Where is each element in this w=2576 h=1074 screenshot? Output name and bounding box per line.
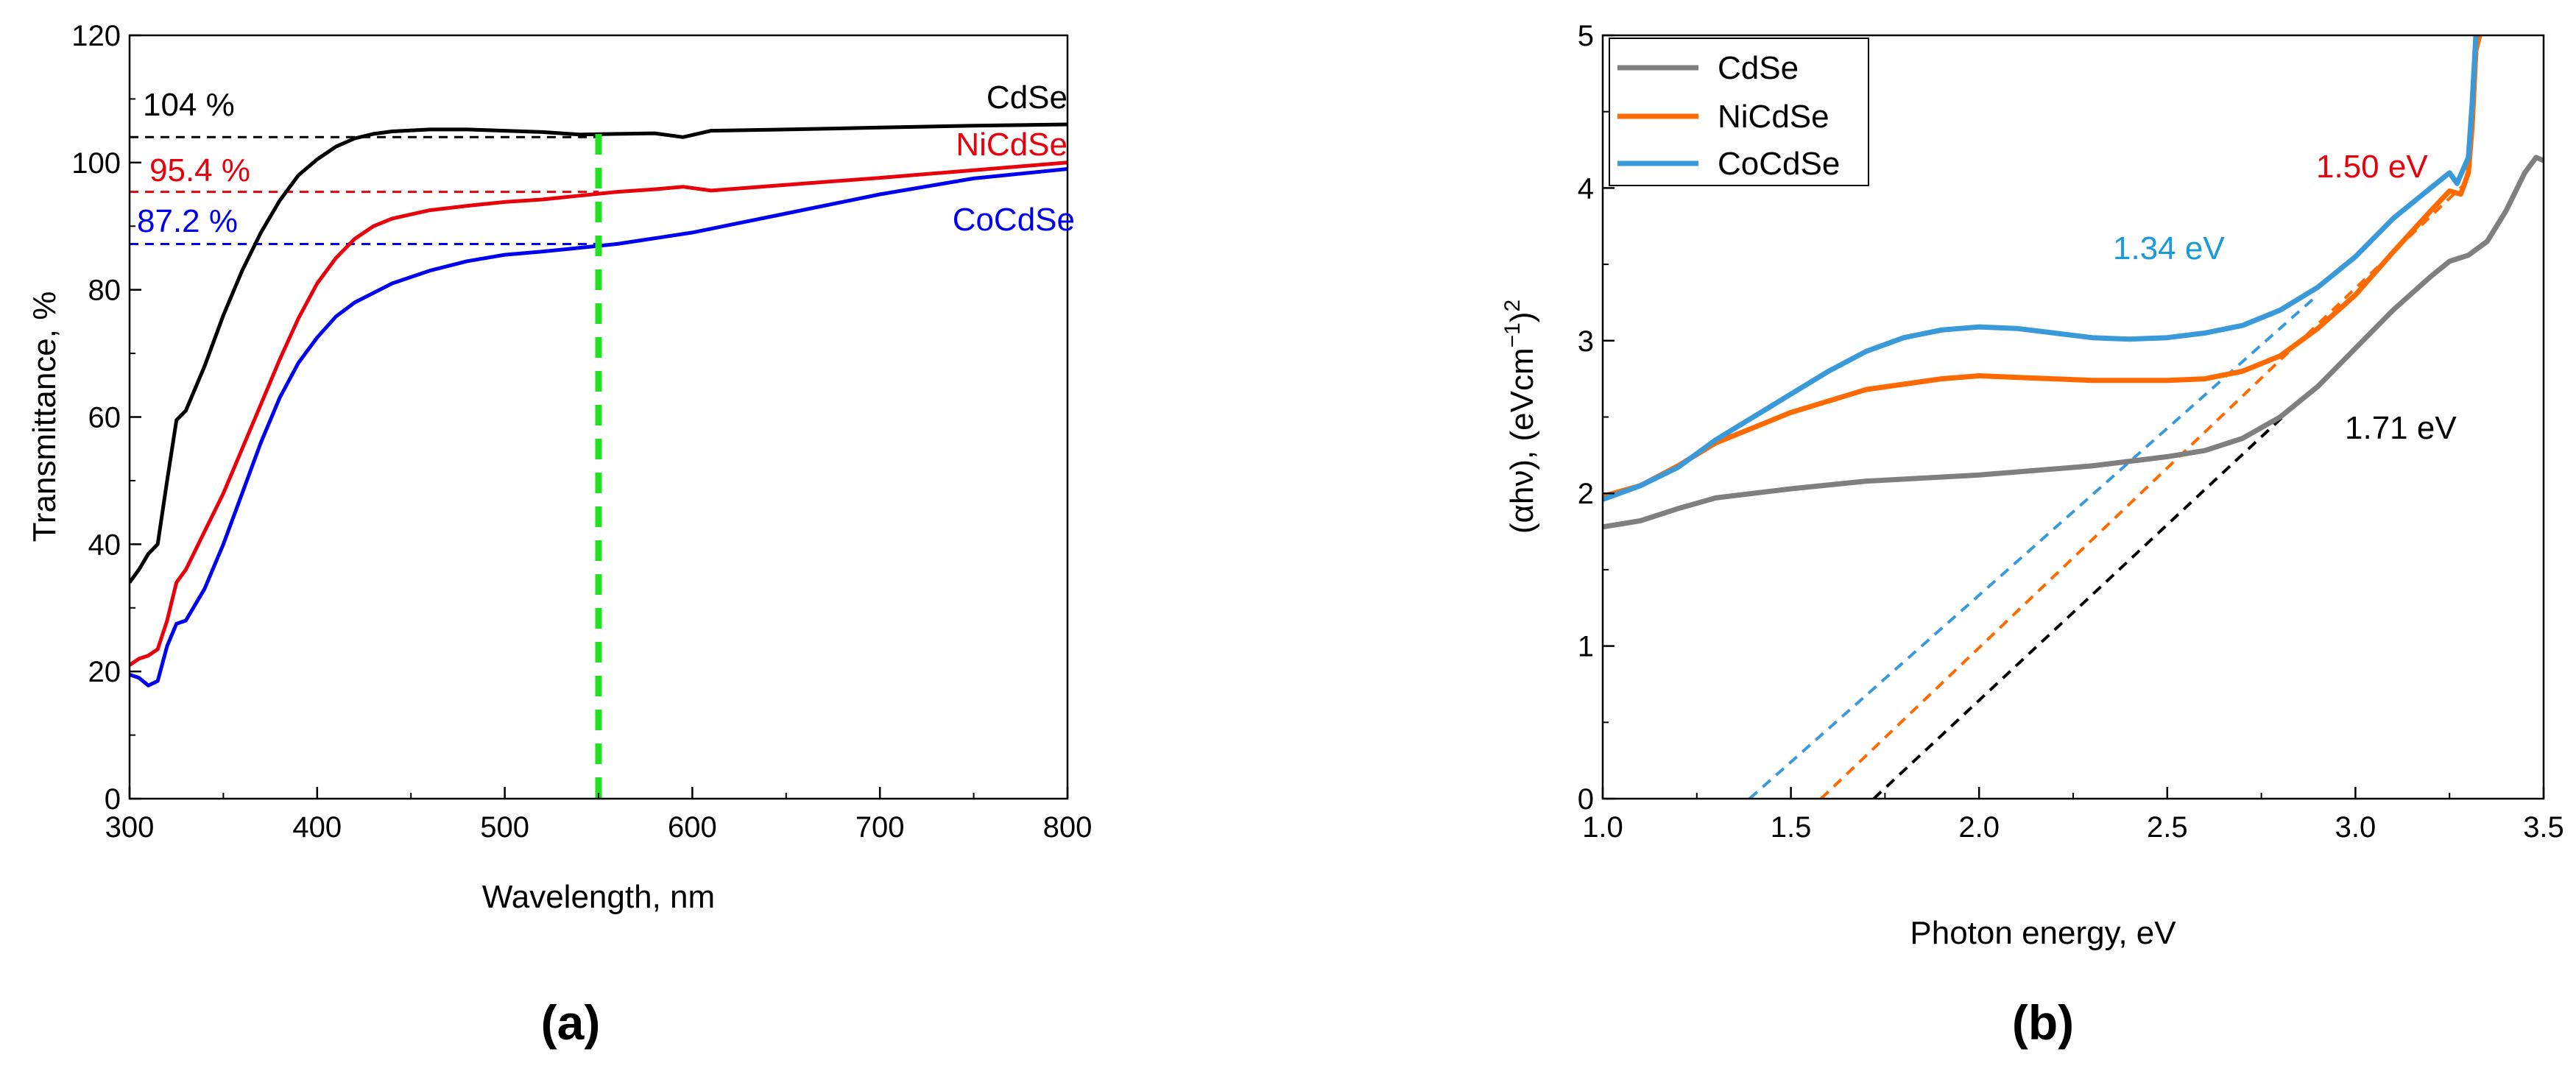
annotation-cocdse-bandgap: 1.34 eV	[2113, 230, 2225, 266]
ref-label-cdse: 104 %	[143, 87, 235, 123]
panel-b-series-nicdse	[1603, 35, 2483, 499]
panel-b-ticks: 1.0 1.5 2.0 2.5 3.0 3.5 0 1 2 3 4 5	[1578, 20, 2564, 844]
panel-a-series-lines	[130, 122, 1068, 688]
panel-a-y-tick-label: 20	[88, 656, 121, 688]
panel-b-y-label-exp1: −1	[1500, 322, 1525, 347]
ref-label-cocdse: 87.2 %	[137, 203, 238, 239]
panel-a-series-nicdse	[130, 160, 1068, 667]
panel-a-y-tick-label: 40	[88, 529, 121, 561]
annotation-nicdse-bandgap: 1.50 eV	[2316, 149, 2428, 185]
panel-a-y-tick-label: 0	[105, 783, 121, 816]
fit-line-0	[1748, 294, 2319, 799]
series-label-nicdse: NiCdSe	[956, 127, 1068, 163]
fit-line-2	[1872, 400, 2301, 799]
panel-b-y-tick-label: 4	[1578, 172, 1594, 205]
panel-a-x-tick-label: 300	[105, 811, 155, 844]
panel-a-y-tick-label: 60	[88, 402, 121, 434]
panel-a-transmittance-chart: 300 400 500 600 700 800 0 20 40 60 80 100 120 Wavele…	[27, 20, 1092, 1050]
panel-b-plot-area	[1603, 35, 2544, 799]
legend-label-cocdse: CoCdSe	[1718, 146, 1840, 182]
panel-b-y-tick-label: 3	[1578, 325, 1594, 358]
panel-a-x-tick-label: 800	[1043, 811, 1093, 844]
panel-a-x-tick-label: 400	[292, 811, 342, 844]
fit-line-1	[1820, 179, 2470, 799]
panel-b-x-tick-label: 1.5	[1771, 811, 1812, 844]
panel-a-y-tick-label: 120	[71, 20, 121, 52]
panel-b-series-cocdse	[1603, 35, 2479, 502]
panel-a-series-cocdse	[130, 167, 1068, 688]
panel-a-x-tick-label: 600	[668, 811, 717, 844]
panel-b-fit-lines	[1748, 179, 2470, 799]
ref-label-nicdse: 95.4 %	[149, 152, 250, 188]
panel-a-caption: (a)	[541, 995, 601, 1050]
series-label-cocdse: CoCdSe	[953, 202, 1075, 238]
panel-a-x-tick-label: 700	[855, 811, 905, 844]
panel-b-y-label-main: (αhν), (eVcm	[1504, 347, 1540, 534]
panel-b-x-axis-label: Photon energy, eV	[1910, 915, 2176, 951]
panel-b-series-cdse	[1603, 155, 2544, 530]
panel-b-series-lines	[1603, 35, 2544, 530]
panel-b-y-tick-label: 2	[1578, 478, 1594, 510]
panel-b-x-tick-label: 1.0	[1582, 811, 1623, 844]
panel-b-y-tick-label: 1	[1578, 631, 1594, 663]
panel-b-x-tick-label: 3.5	[2523, 811, 2564, 844]
panel-b-legend: CdSe NiCdSe CoCdSe	[1609, 38, 1869, 186]
panel-b-y-label-exp2: 2	[1500, 300, 1525, 312]
panel-b-x-tick-label: 2.5	[2147, 811, 2188, 844]
annotation-cdse-bandgap: 1.71 eV	[2345, 410, 2457, 446]
legend-label-nicdse: NiCdSe	[1718, 99, 1829, 135]
panel-b-y-label-close: )	[1504, 312, 1540, 323]
panel-a-y-tick-label: 100	[71, 147, 121, 180]
legend-label-cdse: CdSe	[1718, 50, 1799, 86]
panel-a-ticks: 300 400 500 600 700 800 0 20 40 60 80 100 120	[71, 20, 1092, 844]
panel-a-y-tick-label: 80	[88, 275, 121, 307]
panel-a-x-axis-label: Wavelength, nm	[482, 879, 715, 915]
panel-b-tauc-plot: 1.0 1.5 2.0 2.5 3.0 3.5 0 1 2 3 4 5 Photon energy, …	[1500, 20, 2564, 1050]
panel-b-x-tick-label: 3.0	[2335, 811, 2376, 844]
panel-a-plot-area	[130, 122, 1068, 799]
panel-a-x-tick-label: 500	[480, 811, 529, 844]
panel-b-y-tick-label: 5	[1578, 20, 1594, 52]
panel-b-y-tick-label: 0	[1578, 783, 1594, 816]
panel-a-series-cdse	[130, 122, 1068, 584]
panel-b-x-tick-label: 2.0	[1958, 811, 2000, 844]
panel-a-y-axis-label: Transmittance, %	[27, 292, 63, 543]
series-label-cdse: CdSe	[987, 80, 1068, 116]
panel-b-y-axis-label: (αhν), (eVcm−1)2	[1500, 300, 1540, 534]
panel-b-caption: (b)	[2012, 995, 2074, 1050]
